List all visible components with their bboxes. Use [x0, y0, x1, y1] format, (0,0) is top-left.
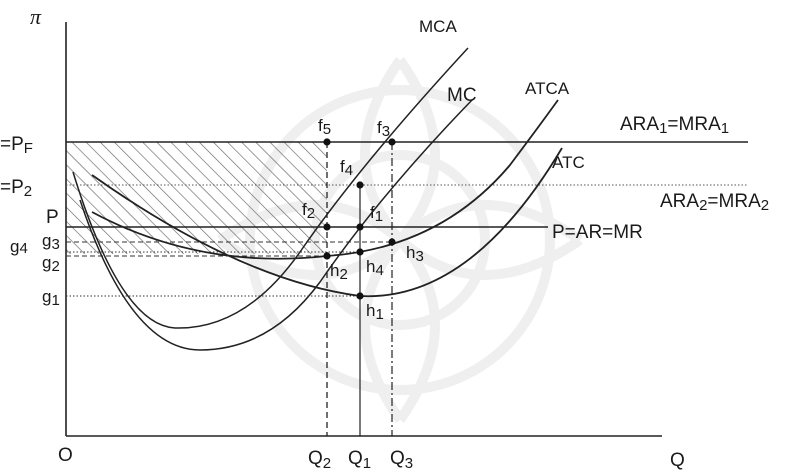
p2-label: =P2 [0, 177, 32, 200]
profit-area [66, 142, 327, 254]
atca-label: ATCA [525, 79, 570, 98]
atca-curve [91, 99, 559, 260]
origin-label: O [58, 445, 73, 466]
q1-label: Q1 [348, 448, 371, 472]
p-ar-mr-label: P=AR=MR [552, 222, 643, 243]
h3-label: h3 [406, 243, 424, 265]
f1-label: f1 [370, 203, 383, 225]
point-f3 [388, 138, 396, 146]
g3-label: g3 [42, 231, 60, 253]
y-axis-label: π [30, 4, 42, 29]
g2-label: g2 [42, 253, 60, 275]
ara2-mra2-label: ARA2=MRA2 [660, 191, 769, 214]
mc-label: MC [447, 85, 477, 106]
background-ornament [217, 57, 583, 423]
q2-label: Q2 [308, 448, 331, 472]
atc-label: ATC [552, 153, 585, 172]
h2-label: h2 [330, 261, 348, 283]
point-f5 [323, 138, 331, 146]
point-f1 [356, 223, 364, 231]
mca-curve [72, 47, 469, 329]
f2-label: f2 [302, 200, 315, 222]
mca-label: MCA [419, 17, 457, 36]
x-axis-label: Q [670, 450, 685, 471]
g4-label: g4 [10, 237, 28, 257]
ara1-mra1-label: ARA1=MRA1 [620, 114, 729, 137]
point-h3 [388, 238, 396, 246]
h4-label: h4 [366, 257, 384, 279]
pf-label: =PF [0, 134, 33, 157]
point-f4 [356, 181, 364, 189]
h1-label: h1 [366, 301, 384, 323]
point-f2 [323, 223, 331, 231]
point-h1 [356, 292, 364, 300]
f3-label: f3 [377, 118, 390, 140]
p-label: P [46, 207, 59, 228]
point-h2 [323, 252, 331, 260]
point-h4 [356, 248, 364, 256]
q3-label: Q3 [390, 448, 413, 472]
f5-label: f5 [318, 116, 331, 138]
mc-curve [79, 99, 473, 351]
g1-label: g1 [42, 287, 60, 309]
f4-label: f4 [340, 157, 353, 179]
